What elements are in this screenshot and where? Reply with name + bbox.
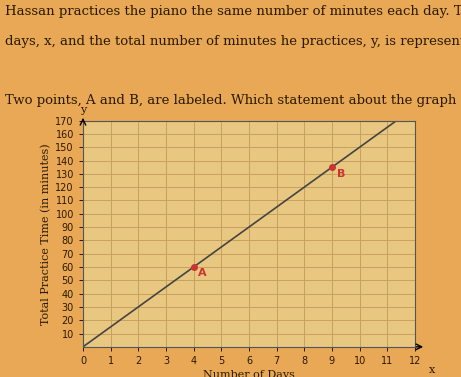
Text: Hassan practices the piano the same number of minutes each day. The relationship: Hassan practices the piano the same numb… (5, 5, 461, 18)
Text: A: A (198, 268, 207, 278)
Y-axis label: Total Practice Time (in minutes): Total Practice Time (in minutes) (41, 143, 51, 325)
X-axis label: Number of Days: Number of Days (203, 370, 295, 377)
Text: x: x (428, 365, 435, 375)
Text: y: y (80, 105, 86, 115)
Text: Two points, A and B, are labeled. Which statement about the graph is true?: Two points, A and B, are labeled. Which … (5, 94, 461, 107)
Text: days, x, and the total number of minutes he practices, y, is represented by the : days, x, and the total number of minutes… (5, 35, 461, 48)
Text: B: B (337, 169, 346, 179)
